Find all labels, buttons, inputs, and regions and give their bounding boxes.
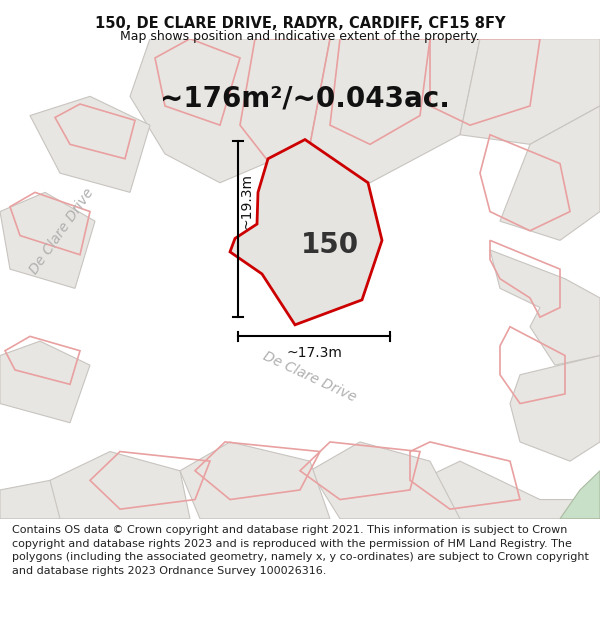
Polygon shape [0, 341, 90, 422]
Polygon shape [130, 39, 330, 182]
Text: De Clare Drive: De Clare Drive [261, 349, 359, 404]
Text: 150: 150 [301, 231, 359, 259]
Polygon shape [500, 106, 600, 241]
Text: Contains OS data © Crown copyright and database right 2021. This information is : Contains OS data © Crown copyright and d… [12, 525, 589, 576]
Polygon shape [310, 442, 460, 519]
Polygon shape [230, 139, 382, 325]
Polygon shape [40, 451, 190, 519]
Polygon shape [490, 250, 600, 365]
Polygon shape [0, 481, 60, 519]
Text: De Clare Drive: De Clare Drive [27, 185, 97, 276]
Polygon shape [460, 39, 600, 144]
Polygon shape [0, 192, 95, 288]
Polygon shape [420, 461, 600, 519]
Polygon shape [510, 356, 600, 461]
Polygon shape [310, 39, 480, 182]
Text: ~17.3m: ~17.3m [286, 346, 342, 360]
Text: 150, DE CLARE DRIVE, RADYR, CARDIFF, CF15 8FY: 150, DE CLARE DRIVE, RADYR, CARDIFF, CF1… [95, 16, 505, 31]
Polygon shape [30, 96, 150, 192]
Polygon shape [560, 471, 600, 519]
Text: ~176m²/~0.043ac.: ~176m²/~0.043ac. [160, 85, 450, 113]
Text: Map shows position and indicative extent of the property.: Map shows position and indicative extent… [120, 30, 480, 43]
Polygon shape [180, 442, 330, 519]
Text: ~19.3m: ~19.3m [239, 173, 253, 229]
